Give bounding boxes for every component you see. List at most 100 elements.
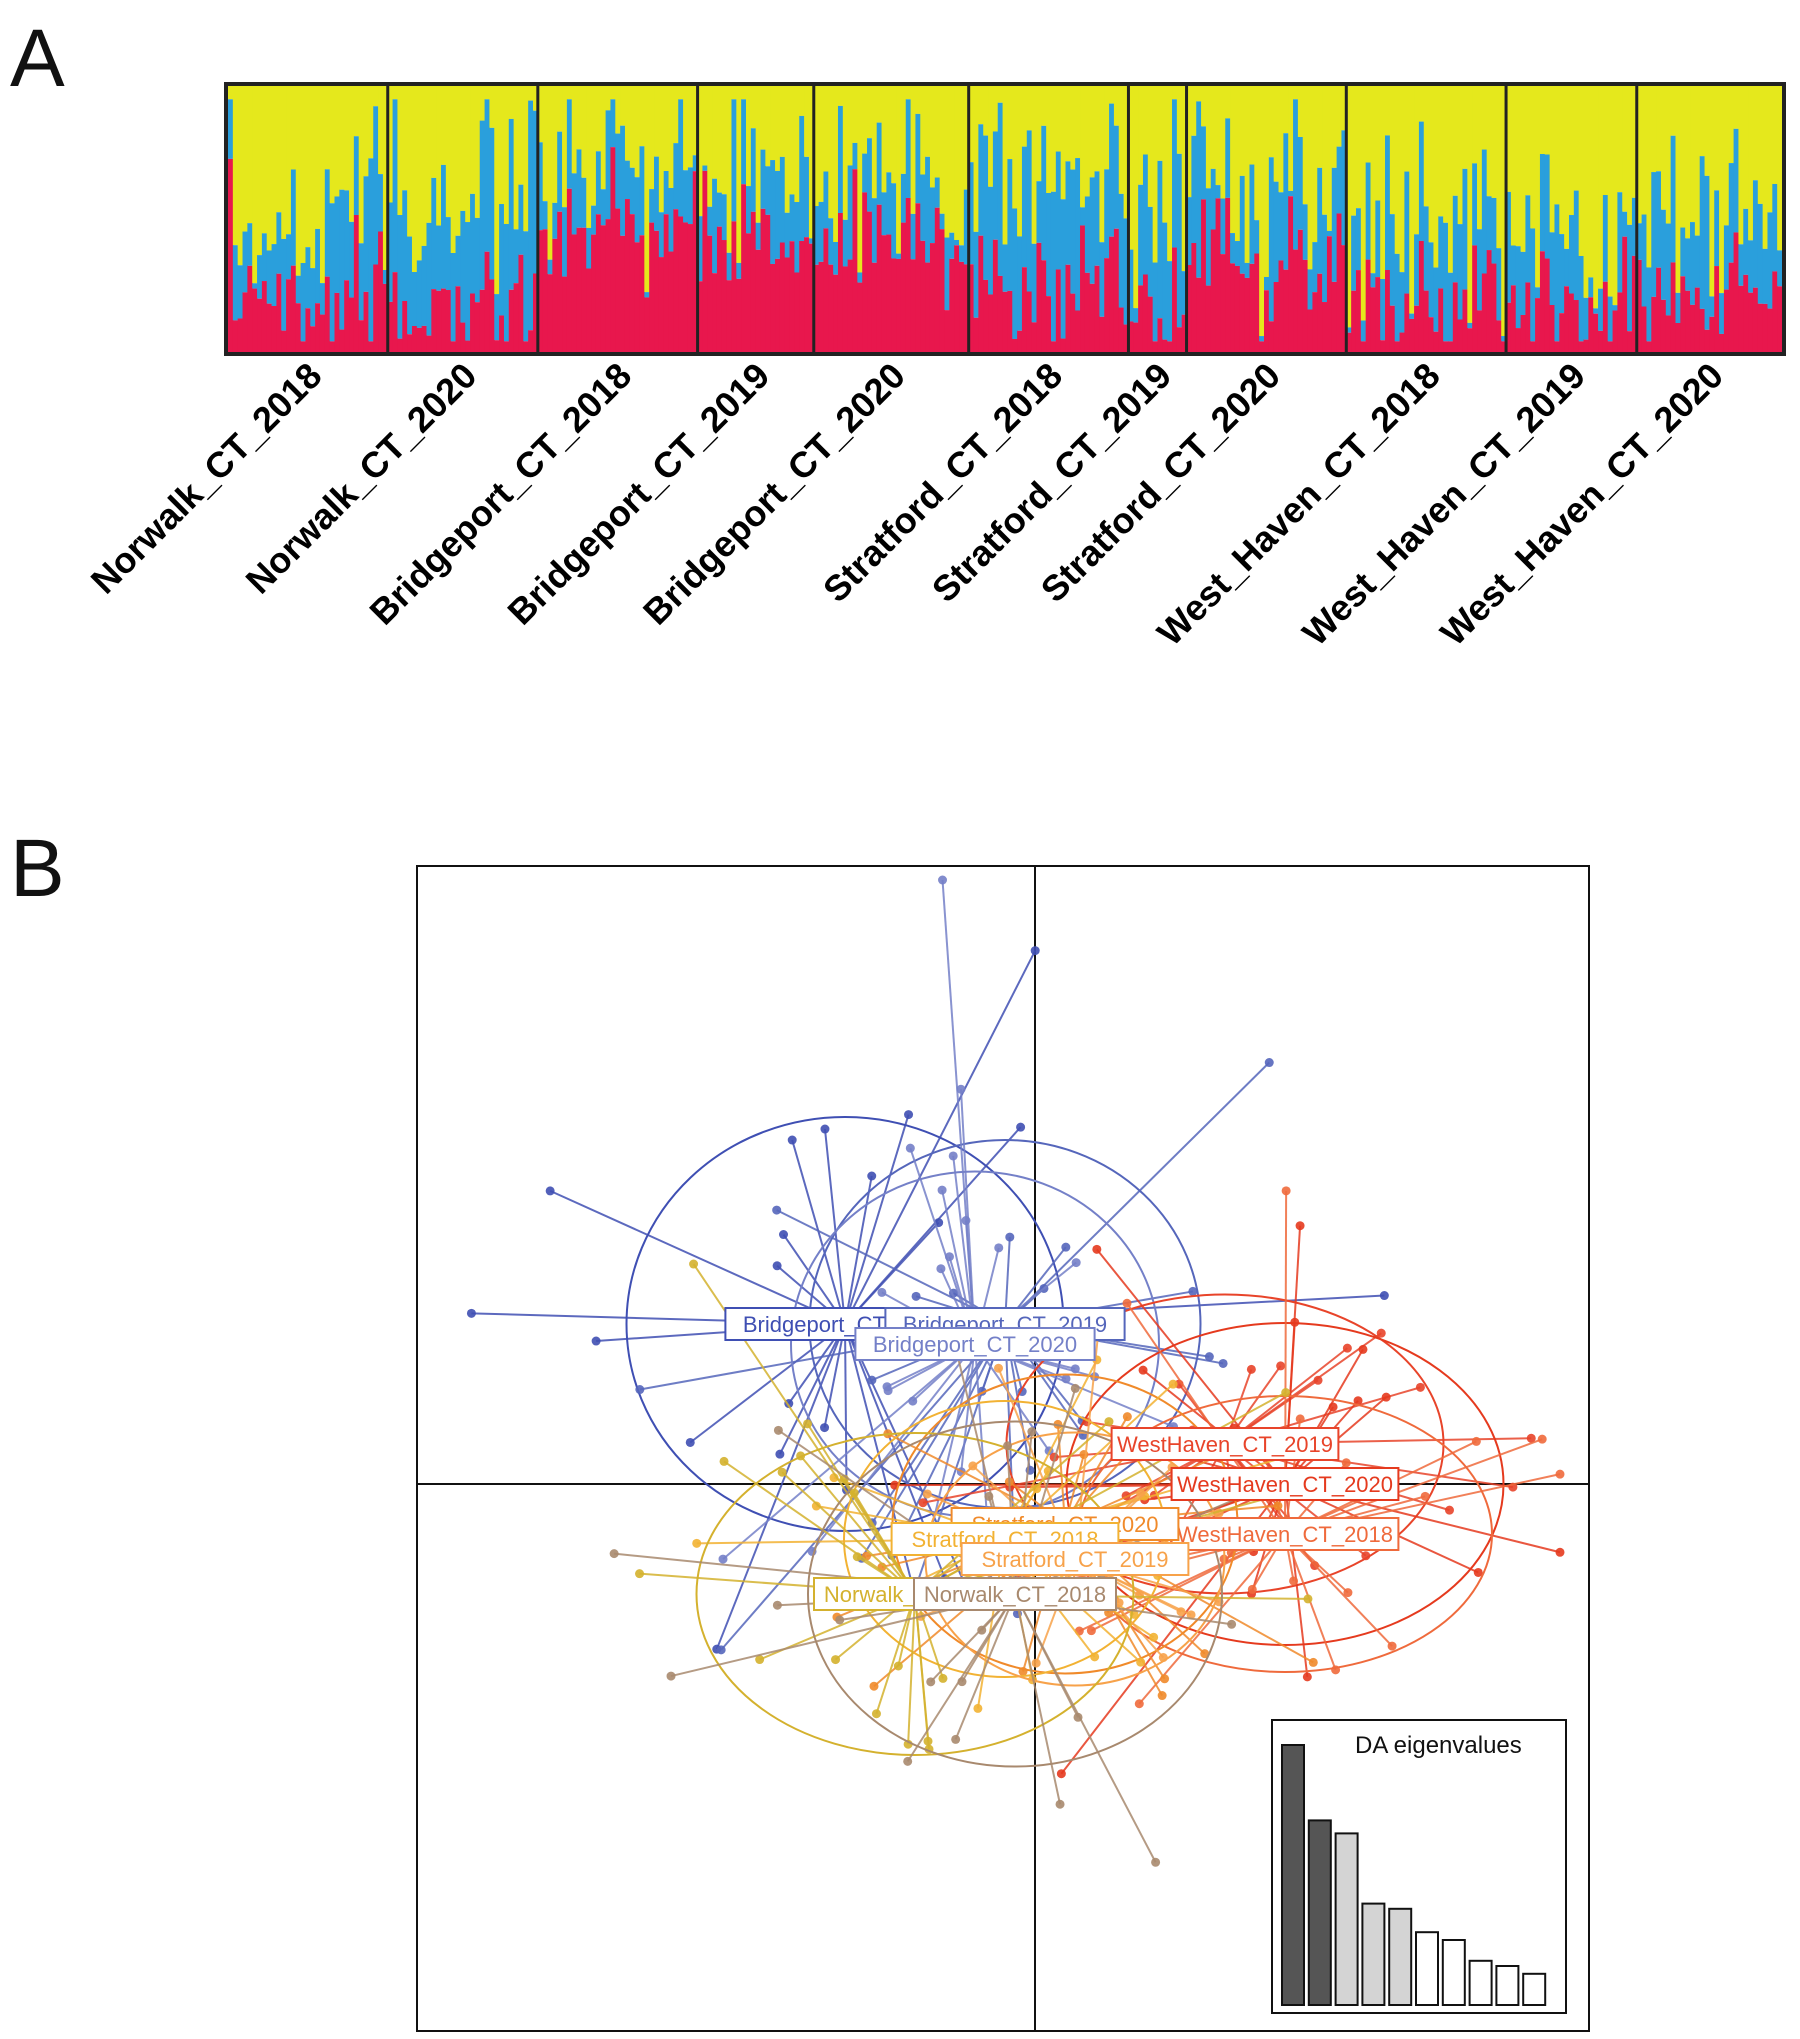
structure-individual-bar — [581, 86, 587, 352]
structure-individual-bar — [1264, 86, 1270, 352]
individual-point — [918, 1498, 928, 1508]
structure-individual-bar — [1220, 86, 1226, 352]
bar-segment-red — [1147, 296, 1154, 352]
bar-segment-yellow — [1588, 86, 1594, 278]
bar-segment-red — [1322, 302, 1328, 352]
bar-segment-yellow — [1113, 86, 1120, 126]
bar-segment-yellow — [1578, 86, 1585, 256]
bar-segment-red — [1568, 293, 1575, 352]
population-label: Bridgeport_CT_2018 — [361, 355, 639, 633]
bar-segment-yellow — [1278, 86, 1284, 193]
bar-segment-blue — [1050, 191, 1057, 342]
bar-segment-red — [1162, 339, 1168, 352]
structure-individual-bar — [489, 86, 495, 352]
individual-point — [1273, 1501, 1283, 1511]
bar-segment-blue — [1080, 207, 1086, 226]
individual-point — [867, 1171, 877, 1181]
bar-segment-yellow — [547, 86, 553, 260]
bar-segment-red — [925, 262, 931, 352]
structure-individual-bar — [934, 86, 941, 352]
individual-point — [773, 1425, 783, 1435]
structure-individual-bar — [678, 86, 684, 352]
bar-segment-yellow — [1457, 86, 1464, 225]
bar-segment-blue — [1607, 296, 1614, 342]
bar-segment-blue — [566, 99, 573, 189]
bar-segment-red — [973, 317, 979, 352]
bar-segment-yellow — [1631, 86, 1638, 198]
bar-segment-blue — [1191, 135, 1197, 243]
bar-segment-red — [605, 219, 612, 352]
structure-individual-bar — [1128, 86, 1134, 352]
bar-segment-yellow — [576, 86, 583, 150]
bar-segment-blue — [436, 225, 442, 291]
bar-segment-red — [1264, 290, 1270, 352]
bar-segment-yellow — [508, 86, 515, 119]
bar-segment-blue — [1501, 336, 1507, 342]
bar-segment-red — [1021, 267, 1028, 352]
bar-segment-yellow — [1418, 86, 1425, 122]
bar-segment-yellow — [1438, 86, 1444, 217]
structure-individual-bar — [1017, 86, 1023, 352]
structure-individual-bar — [1564, 86, 1570, 352]
bar-segment-yellow — [1249, 86, 1255, 165]
bar-segment-yellow — [1385, 86, 1391, 136]
structure-individual-bar — [1501, 86, 1507, 352]
bar-segment-blue — [697, 216, 704, 282]
bar-segment-red — [959, 261, 965, 352]
bar-segment-yellow — [1201, 86, 1207, 127]
bar-segment-yellow — [1152, 86, 1159, 263]
structure-individual-bar — [431, 86, 437, 352]
bar-segment-blue — [871, 198, 878, 263]
structure-plot — [228, 86, 1783, 352]
bar-segment-yellow — [1331, 86, 1338, 168]
bar-segment-red — [1602, 281, 1609, 352]
structure-individual-bar — [765, 86, 771, 352]
bar-segment-red — [261, 281, 268, 352]
bar-segment-red — [1641, 306, 1648, 352]
bar-segment-red — [1491, 263, 1497, 352]
structure-individual-bar — [1777, 86, 1783, 352]
bar-segment-yellow — [499, 86, 505, 205]
bar-segment-blue — [1060, 199, 1067, 339]
bar-segment-yellow — [639, 86, 645, 147]
bar-segment-blue — [489, 127, 495, 280]
bar-segment-blue — [624, 160, 631, 200]
structure-individual-bar — [1394, 86, 1401, 352]
bar-segment-red — [324, 276, 331, 352]
bar-segment-red — [1631, 255, 1638, 352]
bar-segment-red — [523, 341, 529, 352]
structure-individual-bar — [1355, 86, 1362, 352]
bar-segment-blue — [1225, 118, 1231, 198]
bar-segment-blue — [1365, 162, 1372, 260]
bar-segment-yellow — [1355, 86, 1362, 209]
structure-individual-bar — [460, 86, 466, 352]
structure-individual-bar — [847, 86, 854, 352]
structure-individual-bar — [523, 86, 529, 352]
structure-individual-bar — [1370, 86, 1376, 352]
individual-point — [831, 1655, 841, 1665]
individual-segment — [1004, 1061, 1270, 1325]
bar-segment-red — [1481, 273, 1488, 352]
individual-point — [951, 1734, 961, 1744]
eigenvalue-bar — [1441, 1939, 1466, 2006]
bar-segment-yellow — [1322, 86, 1328, 215]
bar-segment-yellow — [557, 86, 563, 132]
individual-point — [1471, 1436, 1481, 1446]
bar-segment-red — [363, 291, 369, 352]
structure-individual-bar — [1249, 86, 1255, 352]
bar-segment-blue — [1157, 160, 1163, 319]
bar-segment-yellow — [1641, 86, 1648, 215]
bar-segment-red — [765, 214, 771, 352]
bar-segment-yellow — [644, 86, 650, 293]
bar-segment-red — [1365, 259, 1372, 352]
bar-segment-blue — [1428, 242, 1435, 318]
individual-point — [1157, 1691, 1167, 1701]
individual-point — [1122, 1412, 1132, 1422]
bar-segment-blue — [804, 156, 810, 238]
individual-point — [911, 1291, 921, 1301]
bar-segment-blue — [658, 212, 665, 258]
bar-segment-yellow — [1036, 86, 1042, 182]
bar-segment-yellow — [988, 86, 994, 187]
bar-segment-blue — [329, 203, 336, 342]
group-label: WestHaven_CT_2019 — [1110, 1427, 1340, 1461]
